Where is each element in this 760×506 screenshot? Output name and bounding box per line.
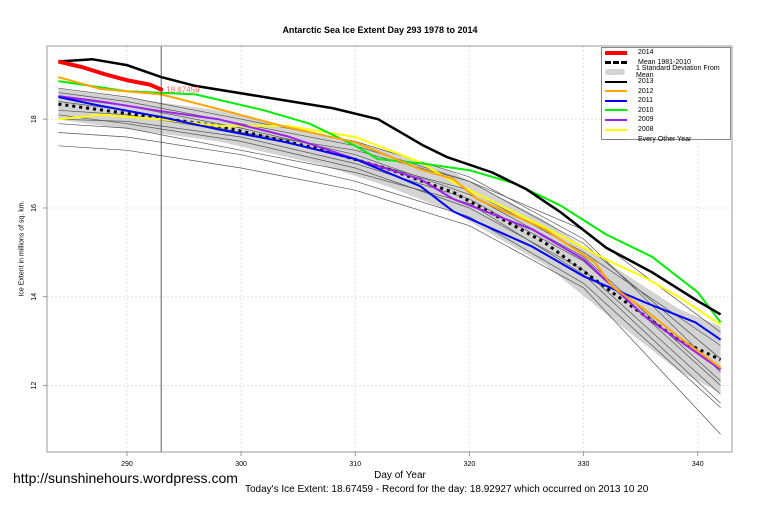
legend-label: 2009: [638, 116, 654, 124]
legend-item: 2011: [602, 96, 730, 106]
other-year-line: [58, 132, 721, 408]
y-tick-label: 16: [31, 204, 38, 212]
legend-swatch: [605, 99, 627, 102]
x-tick-label: 300: [235, 461, 247, 468]
legend-item: 1 Standard Deviation From Mean: [602, 64, 730, 79]
y-axis-label: Ice Extent in millions of sq. km.: [18, 200, 26, 297]
legend-item: Mean 1981-2010: [602, 58, 730, 68]
footer-text: Today's Ice Extent: 18.67459 - Record fo…: [245, 484, 649, 495]
legend-item: 2013: [602, 77, 730, 87]
y-tick-label: 18: [31, 115, 38, 123]
series-line-2013: [58, 58, 722, 316]
std-dev-band: [58, 88, 721, 393]
plot-frame: [46, 45, 733, 453]
series-line-2012: [58, 76, 722, 369]
legend-label: 2014: [638, 49, 654, 57]
series-line-2014: [57, 59, 162, 92]
legend-swatch: [605, 60, 627, 64]
mean-line: [58, 102, 722, 362]
legend-item: 2014: [602, 48, 730, 58]
other-year-line: [58, 118, 721, 386]
x-tick-label: 320: [464, 461, 476, 468]
x-tick-label: 330: [578, 461, 590, 468]
legend-label: 2011: [638, 97, 654, 105]
current-value-point: [159, 87, 164, 92]
legend-swatch: [605, 68, 626, 75]
legend-swatch: [605, 50, 627, 55]
x-tick-label: 310: [349, 461, 361, 468]
legend-swatch: [605, 109, 627, 112]
legend-item: 2008: [602, 125, 730, 135]
legend-item: 2012: [602, 86, 730, 96]
chart-title: Antarctic Sea Ice Extent Day 293 1978 to…: [282, 25, 478, 35]
legend: 2014 Mean 1981-2010 1 Standard Deviation F…: [601, 47, 731, 143]
y-tick-label: 12: [31, 381, 38, 389]
legend-swatch: [605, 90, 627, 93]
legend-label: 2013: [638, 78, 654, 86]
legend-label: 2012: [638, 87, 654, 95]
legend-swatch: [605, 118, 627, 121]
legend-label: 1 Standard Deviation From Mean: [636, 64, 720, 79]
other-year-line: [58, 114, 721, 395]
other-year-line: [58, 123, 721, 404]
other-year-line: [58, 145, 721, 435]
watermark-url: http://sunshinehours.wordpress.com: [13, 470, 238, 486]
y-tick-label: 14: [31, 293, 38, 301]
series-line-2010: [58, 80, 722, 324]
current-value-label: 18.67459: [166, 85, 200, 94]
legend-label: Mean 1981-2010: [638, 58, 691, 66]
x-tick-label: 340: [692, 461, 704, 468]
legend-label: 2010: [638, 106, 654, 114]
x-axis-label: Day of Year: [374, 470, 426, 481]
legend-label: Every Other Year: [638, 135, 692, 143]
legend-swatch: [605, 80, 627, 83]
legend-swatch: [605, 138, 627, 140]
legend-label: 2008: [638, 126, 654, 134]
x-tick-label: 290: [121, 461, 133, 468]
series-line-2009: [58, 95, 722, 371]
legend-item: 2009: [602, 115, 730, 125]
legend-item: 2010: [602, 106, 730, 116]
legend-item: Every Other Year: [602, 134, 730, 144]
legend-swatch: [605, 128, 627, 131]
